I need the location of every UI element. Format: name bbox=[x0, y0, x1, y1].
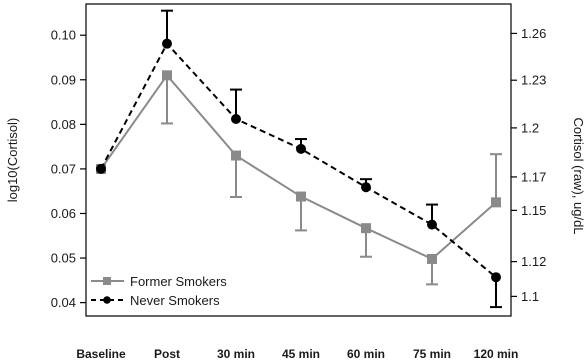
y-tick-label-right: 1.17 bbox=[521, 169, 546, 184]
x-tick-label: 30 min bbox=[217, 347, 255, 361]
y-axis-left: 0.04 0.05 0.06 0.07 0.08 0.09 0.10 bbox=[51, 28, 86, 310]
y-tick-label-left: 0.09 bbox=[51, 72, 76, 87]
y-axis-right: 1.1 1.12 1.15 1.17 1.2 1.23 1.26 bbox=[511, 26, 546, 304]
data-point bbox=[427, 219, 437, 230]
data-point bbox=[96, 163, 106, 174]
x-tick-label: 120 min bbox=[474, 347, 519, 361]
series-0 bbox=[96, 70, 502, 286]
y-tick-label-right: 1.26 bbox=[521, 26, 546, 41]
y-tick-label-left: 0.06 bbox=[51, 206, 76, 221]
x-tick-label: Post bbox=[154, 347, 180, 361]
x-tick-label: 60 min bbox=[347, 347, 385, 361]
y-tick-label-left: 0.04 bbox=[51, 295, 76, 310]
y-tick-label-right: 1.12 bbox=[521, 254, 546, 269]
data-point bbox=[361, 223, 371, 234]
legend-marker-former-smokers bbox=[103, 277, 111, 285]
legend-label-former-smokers: Former Smokers bbox=[130, 274, 227, 289]
y-tick-label-right: 1.23 bbox=[521, 73, 546, 88]
x-axis-labels: Baseline Post 30 min 45 min 60 min 75 min 120 … bbox=[76, 347, 518, 361]
series-line bbox=[100, 41, 497, 278]
data-point bbox=[162, 70, 172, 81]
data-point bbox=[361, 182, 371, 193]
data-point bbox=[231, 113, 241, 124]
y-axis-title-left: log10(Cortisol) bbox=[5, 118, 20, 203]
data-point bbox=[231, 150, 241, 161]
legend-label-never-smokers: Never Smokers bbox=[130, 293, 220, 308]
data-point bbox=[296, 143, 306, 154]
data-point bbox=[491, 272, 501, 283]
plot-frame bbox=[85, 3, 512, 317]
y-tick-label-left: 0.07 bbox=[51, 161, 76, 176]
y-tick-label-right: 1.2 bbox=[521, 120, 539, 135]
data-point bbox=[296, 191, 306, 202]
series-1 bbox=[96, 9, 502, 309]
x-tick-label: 75 min bbox=[413, 347, 451, 361]
legend: Former Smokers Never Smokers bbox=[91, 274, 227, 308]
data-point bbox=[491, 197, 501, 208]
series-layer bbox=[96, 9, 502, 309]
x-tick-label: 45 min bbox=[282, 347, 320, 361]
y-tick-label-left: 0.05 bbox=[51, 251, 76, 266]
data-point bbox=[427, 253, 437, 264]
y-tick-label-right: 1.1 bbox=[521, 289, 539, 304]
y-tick-label-left: 0.10 bbox=[51, 28, 76, 43]
x-tick-label: Baseline bbox=[76, 347, 126, 361]
legend-marker-never-smokers bbox=[103, 296, 111, 304]
y-tick-label-right: 1.15 bbox=[521, 203, 546, 218]
data-point bbox=[162, 38, 172, 49]
y-tick-label-left: 0.08 bbox=[51, 117, 76, 132]
y-axis-title-right: Cortisol (raw), ug/dL bbox=[571, 117, 586, 234]
